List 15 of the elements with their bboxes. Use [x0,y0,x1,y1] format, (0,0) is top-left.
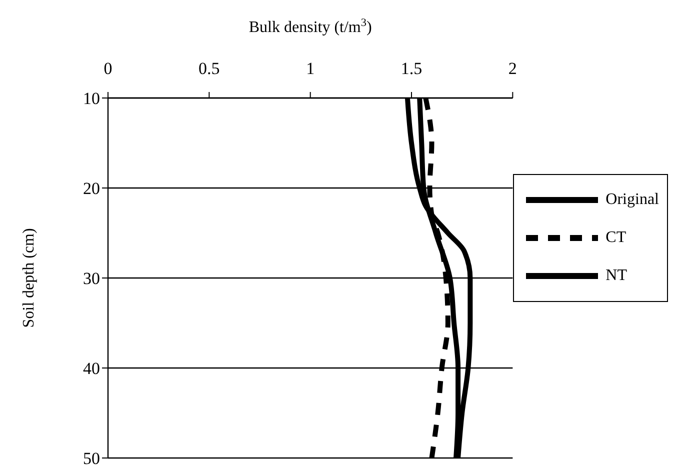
y-tick-label: 30 [83,269,100,288]
y-tick-label: 50 [83,449,100,468]
x-tick-label: 0 [104,59,112,78]
legend-label: NT [606,267,627,285]
x-axis-title: Bulk density (t/m$^{3}$) [248,17,372,36]
legend-label: Original [606,191,659,209]
y-tick-label: 10 [83,89,100,108]
x-tick-label: 1.5 [400,59,422,78]
x-tick-label: 1 [306,59,315,78]
x-tick-label: 0.5 [198,59,220,78]
y-tick-label: 20 [83,179,100,198]
x-tick-label: 2 [508,59,517,78]
y-tick-label: 40 [83,359,100,378]
legend-label: CT [606,229,626,247]
y-axis-title: Soil depth (cm) [20,228,38,328]
